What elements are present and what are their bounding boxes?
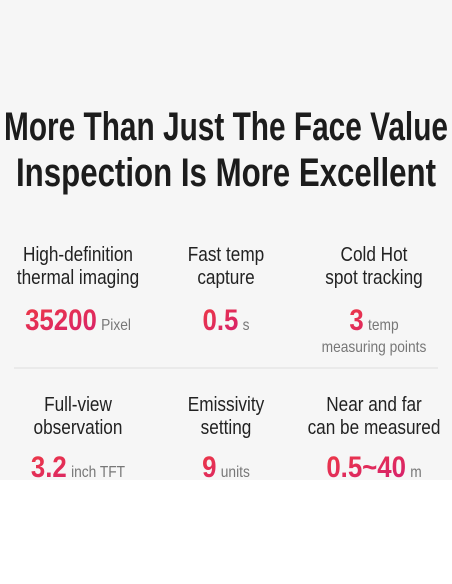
feature-value-line: 0.5~40 m (326, 450, 421, 483)
feature-label: capture (197, 266, 254, 289)
feature-label: Fast temp (188, 243, 264, 266)
feature-value: 3.2 (31, 450, 67, 483)
feature-unit: measuring points (322, 338, 427, 356)
panel (0, 0, 452, 480)
feature-value: 0.5 (202, 303, 238, 336)
feature-unit: s (243, 316, 250, 334)
feature-value-line: 0.5 s (202, 303, 249, 336)
feature-value-line: 9 units (202, 450, 250, 483)
feature-value-line: 3.2 inch TFT (31, 450, 125, 483)
feature-unit: temp (368, 316, 399, 334)
feature-value: 3 (349, 303, 363, 336)
feature-value-line: 35200 Pixel (25, 303, 131, 336)
feature-label: Emissivity (188, 393, 265, 416)
feature-value: 9 (202, 450, 216, 483)
feature-unit: m (410, 463, 421, 481)
title-line: More Than Just The Face Value (4, 105, 448, 149)
feature-unit: inch TFT (71, 463, 125, 481)
feature-label: can be measured (308, 416, 441, 439)
feature-value: 0.5~40 (326, 450, 406, 483)
feature-value-line: 3 temp (349, 303, 398, 336)
feature-label: Full-view (44, 393, 112, 416)
feature-value: 35200 (25, 303, 97, 336)
feature-label: thermal imaging (17, 266, 139, 289)
feature-unit: units (221, 463, 250, 481)
feature-label: High-definition (23, 243, 133, 266)
feature-label: Near and far (326, 393, 422, 416)
feature-unit: Pixel (101, 316, 131, 334)
feature-label: Cold Hot (341, 243, 409, 266)
title-line: Inspection Is More Excellent (16, 151, 436, 195)
feature-label: observation (34, 416, 123, 439)
feature-label: setting (201, 416, 252, 439)
feature-label: spot tracking (325, 266, 422, 289)
